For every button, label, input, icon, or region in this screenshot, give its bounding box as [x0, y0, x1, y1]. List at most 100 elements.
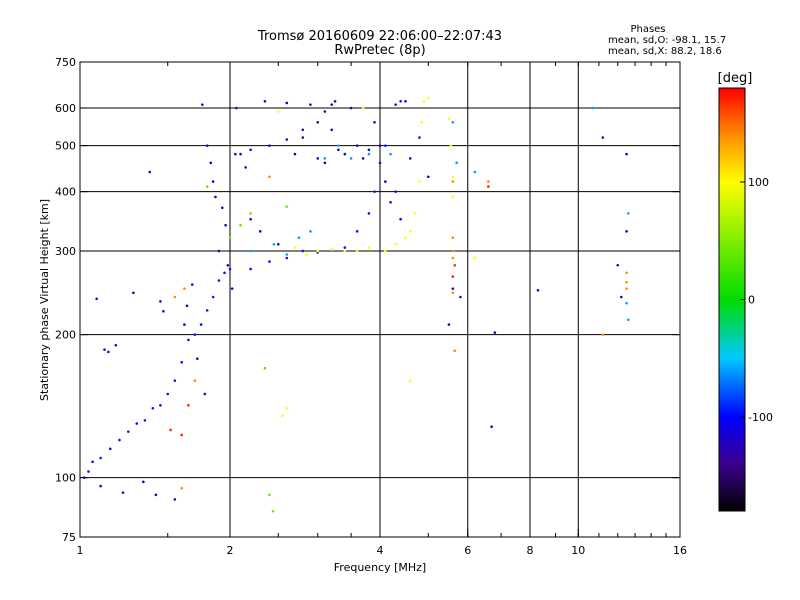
data-point	[230, 287, 234, 290]
data-point	[323, 161, 327, 165]
data-point	[447, 323, 451, 326]
chart-subtitle: RwPretec (8p)	[334, 43, 425, 58]
data-point	[625, 271, 628, 275]
data-point	[349, 106, 353, 110]
data-point	[185, 304, 189, 308]
data-point	[378, 161, 382, 165]
data-point	[367, 212, 371, 215]
y-tick-label: 750	[55, 56, 76, 69]
data-point	[249, 148, 252, 152]
data-point	[452, 249, 455, 253]
data-point	[271, 509, 275, 513]
data-point	[384, 180, 387, 183]
data-point	[367, 148, 371, 152]
colorbar-unit-label: [deg]	[718, 71, 753, 86]
data-point	[337, 148, 340, 152]
colorbar-tick-label: 0	[748, 294, 755, 307]
data-point	[183, 287, 186, 290]
data-point	[305, 253, 308, 256]
data-point	[384, 249, 387, 253]
data-point	[453, 349, 457, 353]
data-point	[193, 333, 197, 336]
data-point	[451, 175, 455, 179]
data-point	[249, 212, 252, 215]
data-point	[620, 295, 623, 299]
data-point	[239, 152, 242, 156]
data-point	[330, 248, 334, 251]
data-point	[244, 166, 247, 169]
data-point	[183, 323, 186, 326]
data-point	[249, 267, 252, 271]
data-point	[211, 295, 215, 299]
data-point	[214, 195, 217, 199]
data-point	[180, 360, 184, 364]
data-point	[272, 242, 276, 246]
data-point	[627, 318, 630, 322]
data-point	[309, 230, 312, 233]
data-point	[627, 212, 630, 215]
x-tick-label: 4	[377, 544, 384, 557]
data-point	[343, 152, 347, 156]
data-point	[193, 379, 197, 382]
data-point	[408, 379, 412, 382]
data-point	[490, 425, 493, 429]
y-tick-label: 200	[55, 329, 76, 342]
data-point	[473, 170, 477, 174]
data-point	[394, 103, 397, 106]
data-point	[447, 117, 451, 120]
x-tick-label: 2	[227, 544, 234, 557]
phases-x-stats: mean, sd,X: 88.2, 18.6	[608, 46, 722, 57]
data-point	[285, 253, 289, 256]
data-point	[625, 301, 628, 305]
data-point	[142, 480, 145, 484]
data-point	[263, 366, 267, 370]
data-point	[625, 152, 628, 156]
data-point	[323, 110, 327, 113]
data-point	[343, 246, 347, 249]
data-point	[408, 230, 412, 233]
data-point	[285, 101, 289, 105]
data-point	[418, 136, 421, 139]
data-point	[285, 406, 289, 410]
y-axis-label: Stationary phase Virtual Height [km]	[38, 199, 51, 401]
data-point	[103, 348, 106, 351]
data-point	[330, 128, 334, 132]
data-point	[276, 242, 280, 246]
y-tick-label: 300	[55, 245, 76, 258]
x-tick-label: 10	[571, 544, 585, 557]
data-point	[384, 144, 387, 147]
data-point	[203, 392, 207, 396]
phases-o-stats: mean, sd,O: -98.1, 15.7	[608, 35, 726, 46]
data-point	[349, 157, 353, 160]
data-point	[413, 212, 417, 215]
data-point	[268, 175, 271, 179]
data-point	[337, 144, 340, 147]
data-point	[330, 103, 334, 106]
data-point	[209, 161, 213, 165]
data-point	[422, 99, 426, 103]
data-point	[285, 138, 289, 141]
data-point	[316, 249, 320, 253]
data-point	[169, 428, 172, 432]
data-point	[87, 470, 90, 473]
data-point	[316, 120, 320, 124]
data-point	[451, 120, 455, 124]
data-point	[132, 291, 135, 295]
data-point	[173, 379, 177, 382]
data-point	[293, 152, 297, 156]
data-point	[143, 419, 147, 422]
colorbar-tick-label: -100	[748, 411, 773, 424]
data-point	[301, 128, 305, 132]
data-point	[226, 263, 230, 267]
data-point	[487, 185, 490, 188]
data-point	[268, 493, 271, 497]
plot-area: 1 2 4 6 8 10 16 75 100 200 300 400 500 600 750	[55, 56, 687, 557]
data-point	[451, 180, 455, 183]
data-point	[268, 144, 271, 147]
data-point	[220, 206, 224, 210]
data-point	[187, 404, 190, 407]
data-point	[373, 120, 376, 124]
data-point	[199, 323, 203, 326]
data-point	[459, 295, 462, 299]
data-point	[205, 144, 209, 147]
